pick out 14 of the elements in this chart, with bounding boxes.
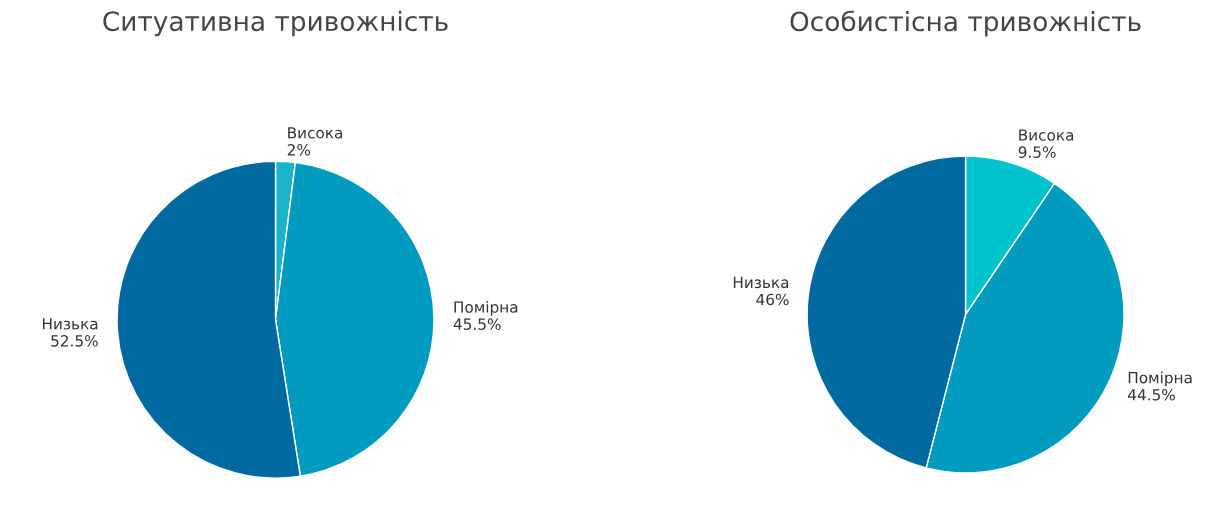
chart-title: Ситуативна тривожність	[103, 10, 448, 37]
data-label: 45.5%	[453, 318, 501, 330]
data-label: 52.5%	[51, 335, 98, 347]
slice-label: Помірна	[454, 300, 518, 316]
data-label: 9.5%	[1018, 146, 1056, 158]
slice-label: Висока	[288, 127, 343, 139]
chart-title: Особистісна тривожність	[790, 10, 1141, 37]
data-label: 2%	[287, 144, 311, 156]
data-label: 44.5%	[1128, 388, 1175, 401]
slice-label: Висока	[1019, 129, 1074, 141]
data-label: 46%	[756, 293, 789, 306]
slice-label: Низька	[733, 276, 789, 289]
slice-label: Низька	[42, 318, 98, 330]
slice-label: Помірна	[1128, 371, 1192, 387]
